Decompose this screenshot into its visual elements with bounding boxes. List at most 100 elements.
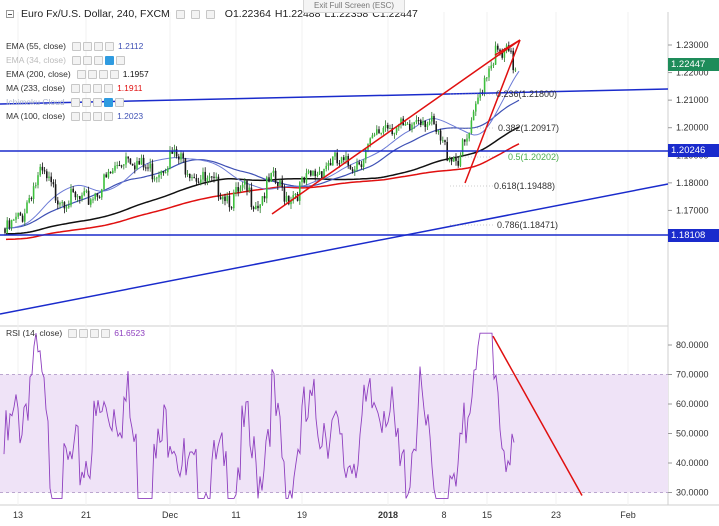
candle-body	[48, 176, 50, 179]
fib-level-label: 0.5(1.20202)	[508, 152, 559, 162]
candle-body	[387, 125, 389, 129]
candle-body	[332, 156, 334, 166]
candle-body	[444, 140, 446, 142]
close-icon[interactable]	[101, 328, 111, 338]
candle-body	[475, 103, 477, 112]
candle-body	[235, 186, 237, 193]
candle-body	[277, 182, 279, 187]
candle-body	[338, 163, 341, 165]
candle-body	[285, 195, 288, 202]
more-icon[interactable]	[90, 328, 100, 338]
more-icon[interactable]	[94, 55, 103, 65]
candle-body	[61, 202, 63, 204]
indicator-ema200[interactable]: EMA (200, close) 1.1957	[6, 69, 149, 79]
close-icon[interactable]	[116, 55, 125, 65]
eye-icon[interactable]	[76, 69, 86, 79]
rsi-tick-label: 30.0000	[676, 488, 709, 498]
candle-body	[274, 170, 277, 183]
candle-body	[94, 193, 96, 200]
candle-body	[340, 157, 343, 164]
candle-body	[466, 138, 468, 142]
close-icon[interactable]	[104, 111, 114, 121]
settings-icon[interactable]	[83, 41, 92, 51]
candle-body	[426, 123, 429, 127]
candle-body	[230, 207, 233, 209]
settings-icon[interactable]	[175, 9, 185, 19]
collapse-icon[interactable]	[6, 10, 14, 18]
candle-body	[433, 116, 435, 125]
eye-icon[interactable]	[71, 111, 81, 121]
visibility-toggle-icon[interactable]	[105, 55, 114, 65]
candle-body	[321, 171, 323, 178]
candle-body	[76, 196, 79, 198]
eye-icon[interactable]	[70, 97, 80, 107]
more-icon[interactable]	[205, 9, 215, 19]
candle-body	[39, 166, 41, 176]
eye-icon[interactable]	[72, 41, 81, 51]
candle-body	[514, 69, 517, 71]
candle-body	[72, 188, 74, 193]
candle-body	[17, 212, 19, 217]
more-icon[interactable]	[93, 111, 103, 121]
settings-icon[interactable]	[87, 69, 97, 79]
candle-body	[184, 158, 187, 175]
more-icon[interactable]	[93, 83, 103, 93]
settings-icon[interactable]	[81, 97, 91, 107]
candle-body	[52, 182, 55, 185]
visibility-toggle-icon[interactable]	[103, 97, 113, 107]
candle-body	[400, 118, 402, 125]
rsi-tick-label: 60.0000	[676, 399, 709, 409]
candle-body	[127, 156, 129, 159]
rsi-trendline	[492, 335, 583, 496]
indicator-rsi[interactable]: RSI (14, close) 61.6523	[6, 328, 145, 338]
close-icon[interactable]	[114, 97, 124, 107]
indicator-ema34[interactable]: EMA (34, close)	[6, 55, 125, 65]
close-icon[interactable]	[105, 41, 114, 51]
time-tick-label: 2018	[378, 510, 398, 520]
fib-level-label: 0.382(1.20917)	[498, 123, 559, 133]
indicator-ema55[interactable]: EMA (55, close) 1.2112	[6, 41, 144, 51]
wedge-upper-line	[271, 39, 521, 215]
candle-body	[68, 205, 70, 208]
exit-fullscreen-button[interactable]: Exit Full Screen (ESC)	[303, 0, 405, 13]
candle-body	[283, 187, 286, 202]
candle-body	[182, 153, 184, 159]
eye-icon[interactable]	[68, 328, 78, 338]
indicator-ichimoku[interactable]: Ichimoku Cloud	[6, 97, 124, 107]
price-tick-label: 1.18000	[676, 178, 709, 188]
candle-body	[316, 174, 319, 177]
candle-body	[345, 156, 347, 161]
settings-icon[interactable]	[82, 111, 92, 121]
candle-body	[57, 200, 59, 205]
eye-icon[interactable]	[72, 55, 81, 65]
candle-body	[96, 193, 99, 197]
candle-body	[156, 177, 158, 179]
close-icon[interactable]	[104, 83, 114, 93]
indicator-ma233[interactable]: MA (233, close) 1.1911	[6, 83, 143, 93]
candle-body	[46, 171, 48, 179]
candle-body	[488, 68, 490, 78]
candle-body	[8, 220, 11, 228]
candle-body	[413, 122, 415, 125]
indicator-ma100[interactable]: MA (100, close) 1.2023	[6, 111, 144, 121]
candle-body	[125, 156, 127, 165]
candle-body	[424, 120, 426, 127]
symbol-title[interactable]: Euro Fx/U.S. Dollar, 240, FXCM	[21, 8, 170, 20]
candle-body	[140, 157, 143, 165]
candle-body	[204, 171, 206, 182]
more-icon[interactable]	[98, 69, 108, 79]
candle-body	[371, 135, 374, 139]
more-icon[interactable]	[92, 97, 102, 107]
candle-body	[244, 180, 246, 185]
candle-body	[217, 176, 220, 198]
eye-icon[interactable]	[71, 83, 81, 93]
candle-body	[336, 152, 338, 164]
ma100-line	[5, 99, 520, 229]
settings-icon[interactable]	[83, 55, 92, 65]
settings-icon[interactable]	[82, 83, 92, 93]
fib-level-label: 0.786(1.18471)	[497, 220, 558, 230]
hide-icon[interactable]	[190, 9, 200, 19]
more-icon[interactable]	[94, 41, 103, 51]
settings-icon[interactable]	[79, 328, 89, 338]
close-icon[interactable]	[109, 69, 119, 79]
